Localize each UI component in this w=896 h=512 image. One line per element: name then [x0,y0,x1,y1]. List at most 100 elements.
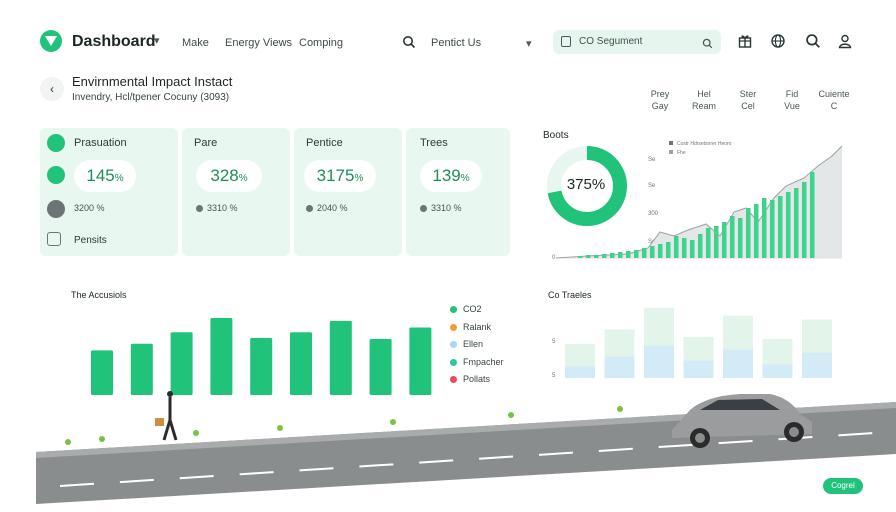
area-chart[interactable]: Se Se 300 Se 0 Costr Hdrsetsnrer Heoro F… [548,128,846,262]
trend-bar-lower [644,345,674,378]
trend-chart-title: Co Traeles [548,290,592,300]
user-icon[interactable] [837,33,853,49]
area-bar [762,198,767,258]
area-bar [714,226,719,258]
cta-button[interactable]: Cogrel [823,478,863,494]
contact-us-link[interactable]: Pentict Us [431,37,482,49]
axis-tick: 300 [648,211,659,217]
legend-item-ralank[interactable]: Ralank [450,322,504,340]
legend-item-ellen[interactable]: Ellen [450,339,504,357]
column-header[interactable]: Prey Gay [650,89,670,111]
trend-bar-lower [604,356,635,378]
trend-bar-lower [802,352,832,378]
search-icon[interactable] [805,33,821,49]
legend-item-co2[interactable]: CO2 [450,304,504,322]
top-bar: Dashboard ▾ Make Energy Views Comping Pe… [0,0,896,76]
road-edge [36,402,896,458]
stat-card-pare[interactable]: Pare 328% 3310 % [182,128,290,256]
legend-item-fmpacher[interactable]: Fmpacher [450,357,504,375]
card-meta: 2040 % [306,203,348,213]
bar [369,339,392,395]
bar [329,320,352,395]
bar [170,332,193,395]
legend-swatch [669,141,673,145]
area-bar [642,248,647,258]
search-icon[interactable] [402,35,416,49]
area-bar [594,255,599,258]
card-meta: 3310 % [420,203,462,213]
card-footer: Pensits [74,235,107,246]
area-bar [698,234,703,258]
donut-chart[interactable] [546,145,628,227]
legend-item-pollats[interactable]: Pollats [450,374,504,392]
axis-tick: Se [648,157,656,163]
column-header[interactable]: Fid Vue [784,89,800,111]
card-title: Prasuation [74,137,127,149]
trend-bar-lower [565,366,595,378]
column-header[interactable]: Ster Cel [739,89,757,111]
back-button[interactable]: ‹ [40,77,64,101]
stat-card-prasuation[interactable]: Prasuation 145% 3200 % Pensits [40,128,178,256]
legend-label: Fhe [677,150,686,156]
column-header[interactable]: Cuiente C [818,89,850,111]
card-title: Pare [194,137,218,149]
globe-icon[interactable] [770,33,786,49]
area-bar [722,222,727,258]
segment-search-input[interactable]: CO Segument [553,30,721,54]
legend-dot [450,358,457,366]
area-bar [586,255,591,258]
area-bar [730,216,735,258]
stat-card-pentice[interactable]: Pentice 3175% 2040 % [294,128,402,256]
nav-item-make[interactable]: Make [182,37,209,49]
roadside-plants [65,406,623,445]
card-value: 328% [196,160,262,192]
donut-title: Boots [543,130,569,141]
area-bar [650,246,655,258]
area-bar [794,188,799,258]
brand-title[interactable]: Dashboard [72,33,156,50]
chart-legend: CO2 Ralank Ellen Fmpacher Pollats [450,304,504,392]
nav-item-comping[interactable]: Comping [299,37,344,49]
pedestrian-icon [155,391,178,441]
bar [210,318,233,395]
bar-chart[interactable] [60,300,440,396]
dot-icon [420,205,427,213]
legend-dot [450,323,457,331]
area-bar [754,204,759,258]
area-bar [770,200,775,258]
card-title: Trees [420,137,448,149]
card-value: 139% [420,160,482,192]
stat-card-trees[interactable]: Trees 139% 3310 % [406,128,510,256]
column-header[interactable]: Hel Ream [691,89,716,111]
axis-tick: 5 [552,339,556,345]
bar [130,343,153,395]
area-bar [706,228,711,258]
logo-icon[interactable] [40,30,62,52]
bar [91,350,113,395]
legend-label: Costr Hdrsetsnrer Heoro [677,141,732,147]
legend-dot [450,306,457,314]
area-bar [666,242,671,258]
chevron-down-icon[interactable]: ▾ [526,38,532,50]
area-bar [634,250,639,258]
area-bar [618,252,623,258]
chevron-down-icon[interactable]: ▾ [154,35,160,47]
gift-icon[interactable] [737,33,753,49]
area-bar [746,208,751,258]
road-illustration [36,391,896,504]
trend-chart[interactable]: 5 5 [548,300,848,382]
axis-tick: 0 [552,255,556,261]
trend-bar-lower [683,360,714,379]
bar [250,338,273,395]
bar [290,332,312,395]
donut-arc [547,146,627,226]
axis-tick: Se [648,183,656,189]
search-icon[interactable] [702,36,713,54]
nav-item-energy-views[interactable]: Energy Views [225,37,293,49]
trend-bar-lower [762,364,793,378]
area-bar [778,196,783,258]
bar-chart-title: The Accusiols [71,290,127,300]
area-bar [626,251,631,258]
legend-swatch [669,150,673,154]
donut-value: 375% [566,176,606,193]
